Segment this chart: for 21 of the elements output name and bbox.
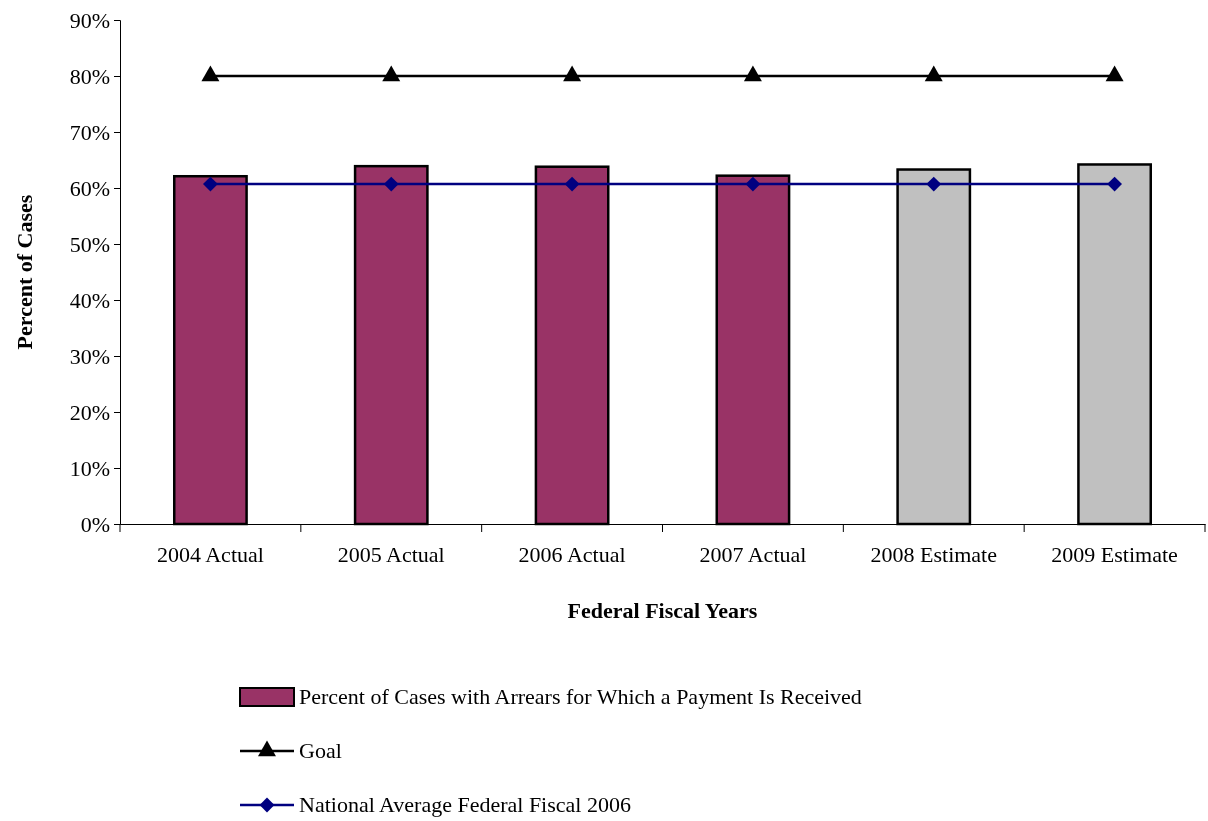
x-tick-label: 2004 Actual [156,542,264,568]
y-tick-label: 10% [69,455,110,481]
x-tick-label: 2009 Estimate [1051,542,1178,568]
legend-label: Percent of Cases with Arrears for Which a Payment Is Received [299,684,862,709]
y-tick-label: 0% [80,511,110,537]
y-tick-label: 30% [69,343,110,369]
y-tick-label: 70% [69,119,110,145]
x-tick-label: 2006 Actual [518,542,626,568]
y-tick-label: 90% [69,7,110,33]
y-tick-label: 60% [69,175,110,201]
y-tick-label: 80% [69,63,110,89]
legend-label: Goal [299,738,342,763]
legend-label: National Average Federal Fiscal 2006 [299,792,631,817]
y-tick-label: 50% [69,231,110,257]
x-tick-label: 2005 Actual [337,542,445,568]
x-tick-label: 2008 Estimate [870,542,997,568]
x-axis-title: Federal Fiscal Years [567,598,758,623]
y-tick-label: 20% [69,399,110,425]
y-tick-label: 40% [69,287,110,313]
y-axis-title: Percent of Cases [12,194,37,350]
x-tick-label: 2007 Actual [699,542,807,568]
